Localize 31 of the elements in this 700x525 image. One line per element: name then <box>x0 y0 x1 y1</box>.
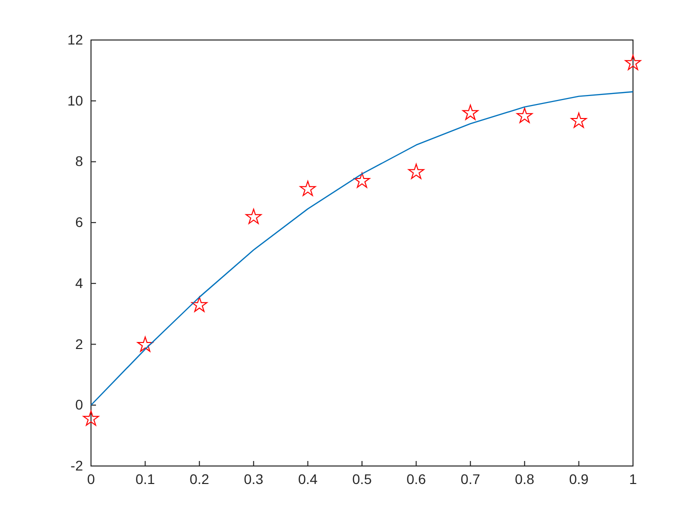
x-tick-label: 0.6 <box>406 470 426 487</box>
y-tick-label: 4 <box>75 274 84 291</box>
line-series <box>90 91 634 406</box>
x-tick-label: 0.5 <box>352 470 372 487</box>
x-tick-label: 0.8 <box>514 470 535 487</box>
x-tick-label: 0.4 <box>298 470 318 487</box>
point <box>82 410 100 426</box>
x-tick-label: 0.7 <box>460 470 480 487</box>
point <box>624 54 642 70</box>
point <box>354 172 370 188</box>
y-tick-label: 6 <box>75 214 84 230</box>
y-tick-label: 0 <box>75 396 84 413</box>
y-tick-label: -2 <box>70 457 84 474</box>
y-tick-label: 10 <box>67 92 84 108</box>
point <box>516 108 533 123</box>
y-tick-label: 8 <box>75 153 84 170</box>
point <box>408 164 424 179</box>
point <box>570 112 587 128</box>
y-tick-label: 2 <box>75 336 84 352</box>
x-tick-label: 0 <box>87 470 96 487</box>
point <box>300 180 316 196</box>
x-tick-label: 1 <box>629 470 638 487</box>
x-tick-label: 0.3 <box>244 470 264 487</box>
x-tick-label: 0.9 <box>569 470 589 487</box>
point <box>462 104 478 120</box>
x-tick-label: 0.2 <box>190 470 210 487</box>
y-tick-label: 12 <box>67 31 84 48</box>
x-tick-label: 0.1 <box>135 470 156 487</box>
point <box>137 336 154 352</box>
point <box>191 296 208 312</box>
point <box>246 208 262 224</box>
